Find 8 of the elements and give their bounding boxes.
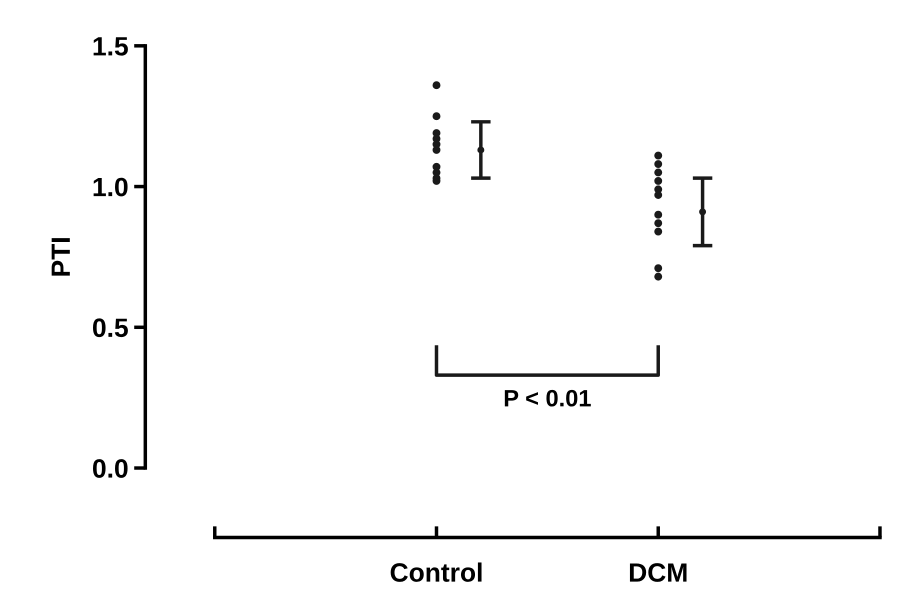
y-axis-title: PTI <box>52 238 70 276</box>
y-tick-label: 0.5 <box>93 318 128 338</box>
y-tick-label: 1.5 <box>94 37 128 56</box>
x-tick-label: Control <box>390 562 482 582</box>
y-tick-label: 1.0 <box>94 178 128 196</box>
y-tick-label: 0.0 <box>93 459 128 478</box>
x-tick-label: DCM <box>630 563 687 582</box>
annotation: P < 0.01 <box>504 390 591 407</box>
